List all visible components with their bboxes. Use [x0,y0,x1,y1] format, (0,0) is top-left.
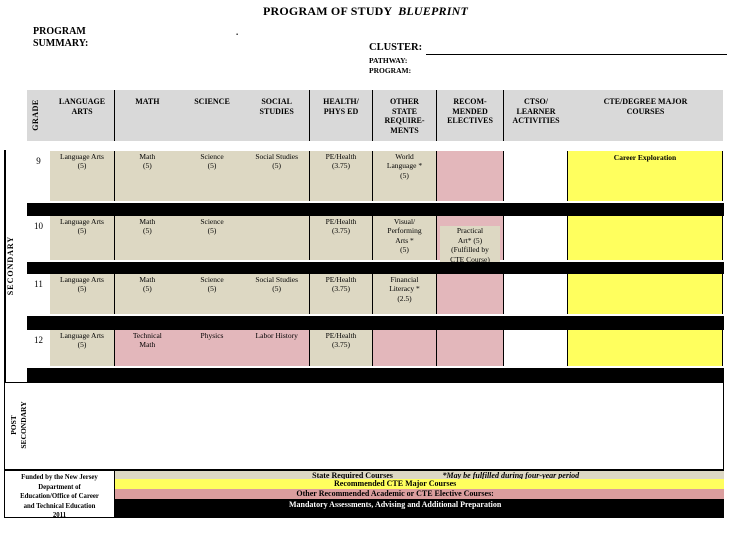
stray-period-mark: . [236,27,239,37]
page-title-emphasis: BLUEPRINT [398,4,468,18]
social-studies-cell: Labor History [255,331,298,340]
cluster-fill-line[interactable] [426,54,727,55]
math-cell: Math (5) [139,275,156,294]
mandatory-assessments-bar [27,316,724,330]
ctso-activities-cell[interactable] [504,151,568,201]
legend-mandatory-label: Mandatory Assessments, Advising and Addi… [288,500,502,509]
col-header-other-state-requirements: OTHER STATE REQUIRE- MENTS [373,90,437,141]
other-state-requirements-cell: World Language * (5) [373,151,437,201]
legend-electives-label: Other Recommended Academic or CTE Electi… [296,489,494,498]
program-label: PROGRAM: [369,66,412,75]
science-cell: Physics [200,331,224,340]
col-header-core-group: MATH SCIENCE SOCIAL STUDIES [115,90,310,141]
other-state-requirements-cell: Financial Literacy * (2.5) [373,274,437,314]
grade-10-row: 10 Language Arts (5) Math (5) Science (5… [27,216,723,270]
math-cell: Math (5) [139,217,156,236]
cte-major-courses-cell[interactable] [568,330,723,366]
secondary-section-label: SECONDARY [6,235,15,296]
legend-mandatory-assessments: Mandatory Assessments, Advising and Addi… [115,499,724,518]
legend-state-required-label: State Required Courses [312,471,393,480]
grade-9-row: 9 Language Arts (5) Math (5) Science (5)… [27,151,723,201]
science-cell: Science (5) [200,275,224,294]
health-pe-cell: PE/Health (3.75) [310,151,373,201]
secondary-section-line [4,150,6,382]
social-studies-cell: Social Studies (5) [255,152,299,171]
legend-recommended-cte-major: Recommended CTE Major Courses [115,479,724,489]
funding-credit: Funded by the New Jersey Department of E… [4,470,115,519]
health-pe-cell: PE/Health (3.75) [310,330,373,366]
col-header-health-phys-ed: HEALTH/ PHYS ED [310,90,373,141]
program-summary-label: PROGRAM SUMMARY: [33,26,89,49]
col-header-recommended-electives: RECOM- MENDED ELECTIVES [437,90,504,141]
grade-12-row: 12 Language Arts (5) Technical Math Phys… [27,330,723,366]
cte-major-courses-cell[interactable] [568,216,723,260]
ctso-activities-cell[interactable] [504,330,568,366]
cte-major-courses-cell: Career Exploration [568,151,723,201]
legend-cte-major-label: Recommended CTE Major Courses [333,479,457,488]
mandatory-assessments-bar [27,262,724,274]
language-arts-cell: Language Arts (5) [50,330,115,366]
core-courses-cell: Math (5) Science (5) Social Studies (5) [115,274,310,314]
mandatory-assessments-bar [27,203,724,216]
health-pe-cell: PE/Health (3.75) [310,216,373,260]
col-header-math: MATH [135,97,160,106]
grade-11-row: 11 Language Arts (5) Math (5) Science (5… [27,274,723,314]
grade-cell: 10 [27,216,50,260]
ctso-activities-cell[interactable] [504,274,568,314]
post-secondary-label: POST SECONDARY [9,401,29,449]
table-header: LANGUAGE ARTS MATH SCIENCE SOCIAL STUDIE… [27,90,723,141]
language-arts-cell: Language Arts (5) [50,151,115,201]
math-cell: Technical Math [132,331,162,350]
col-header-ctso-learner-activities: CTSO/ LEARNER ACTIVITIES [512,97,560,126]
science-cell: Science (5) [200,152,224,171]
col-header-social-studies: SOCIAL STUDIES [259,97,294,116]
grade-cell: 9 [27,151,50,201]
legend-other-electives: Other Recommended Academic or CTE Electi… [115,489,724,499]
col-header-science: SCIENCE [194,97,230,106]
grade-column-vertical-label: GRADE [31,99,40,131]
language-arts-cell: Language Arts (5) [50,216,115,260]
social-studies-cell[interactable] [244,216,309,260]
health-pe-cell: PE/Health (3.75) [310,274,373,314]
grade-cell: 11 [27,274,50,314]
legend-state-required-courses: State Required Courses *May be fulfilled… [115,470,724,480]
recommended-electives-cell[interactable] [437,151,504,201]
post-secondary-box[interactable] [4,382,724,470]
pathway-label: PATHWAY: [369,56,408,65]
core-courses-cell: Math (5) Science (5) Social Studies (5) [115,151,310,201]
col-header-language-arts: LANGUAGE ARTS [50,90,115,141]
core-courses-cell: Technical Math Physics Labor History [115,330,310,366]
math-cell: Math (5) [139,152,156,171]
recommended-electives-cell: Practical Art* (5) (Fulfilled by CTE Cou… [437,216,504,270]
recommended-electives-cell[interactable] [437,274,504,314]
recommended-electives-cell[interactable] [437,330,504,366]
other-state-requirements-cell: Visual/ Performing Arts * (5) [373,216,437,260]
cluster-label: CLUSTER: [369,42,423,53]
science-cell: Science (5) [200,217,224,236]
col-header-cte-degree-major-courses: CTE/DEGREE MAJOR COURSES [603,97,688,116]
page-title-main: PROGRAM OF STUDY [263,4,392,18]
other-state-requirements-cell[interactable] [373,330,437,366]
language-arts-cell: Language Arts (5) [50,274,115,314]
grade-cell: 12 [27,330,50,366]
cte-major-courses-cell[interactable] [568,274,723,314]
core-courses-cell: Math (5) Science (5) [115,216,310,260]
page-title: PROGRAM OF STUDY BLUEPRINT [0,4,731,19]
mandatory-assessments-bar [27,368,724,382]
social-studies-cell: Social Studies (5) [255,275,299,294]
ctso-activities-cell[interactable] [504,216,568,260]
legend-footnote: *May be fulfilled during four-year perio… [442,471,580,480]
